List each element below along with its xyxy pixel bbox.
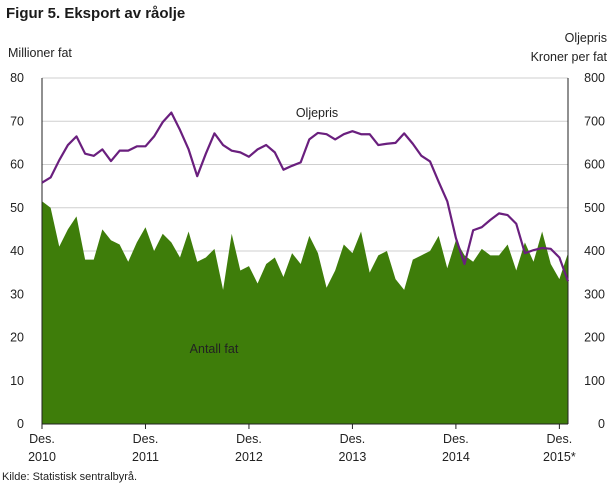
- right-axis-title-line2: Kroner per fat: [530, 50, 607, 64]
- chart-title: Figur 5. Eksport av råolje: [6, 5, 186, 22]
- series-label-oljepris: Oljepris: [296, 106, 338, 120]
- x-tick-label: Des.: [340, 432, 366, 446]
- x-tick-label-year: 2011: [132, 450, 159, 464]
- left-tick-label: 30: [10, 287, 24, 301]
- line-series-oljepris: [41, 111, 570, 282]
- left-tick-label: 50: [10, 201, 24, 215]
- left-axis-title: Millioner fat: [8, 46, 72, 60]
- left-tick-label: 80: [10, 71, 24, 85]
- labels-layer: 0102030405060708001002003004005006007008…: [10, 71, 605, 464]
- right-tick-label: 600: [584, 158, 605, 172]
- x-tick-label-year: 2015*: [543, 450, 576, 464]
- axes-layer: [41, 78, 569, 429]
- right-tick-label: 500: [584, 201, 605, 215]
- line-series-layer: [41, 111, 570, 282]
- left-tick-label: 10: [10, 374, 24, 388]
- x-tick-label: Des.: [236, 432, 262, 446]
- x-tick-label-year: 2010: [28, 450, 56, 464]
- series-label-antall-fat: Antall fat: [190, 342, 239, 356]
- source-note: Kilde: Statistisk sentralbyrå.: [2, 471, 138, 483]
- x-tick-label-year: 2012: [235, 450, 263, 464]
- left-tick-label: 40: [10, 244, 24, 258]
- right-tick-label: 700: [584, 114, 605, 128]
- x-tick-label: Des.: [133, 432, 159, 446]
- left-tick-label: 20: [10, 331, 24, 345]
- x-tick-label-year: 2014: [442, 450, 470, 464]
- x-tick-label-year: 2013: [339, 450, 367, 464]
- left-tick-label: 70: [10, 114, 24, 128]
- right-axis-title: Oljepris Kroner per fat: [531, 29, 607, 67]
- right-tick-label: 0: [598, 417, 605, 431]
- right-tick-label: 100: [584, 374, 605, 388]
- area-series-antall-fat: [42, 201, 568, 424]
- left-tick-label: 0: [17, 417, 24, 431]
- x-tick-label: Des.: [547, 432, 573, 446]
- right-tick-label: 400: [584, 244, 605, 258]
- right-tick-label: 200: [584, 331, 605, 345]
- left-tick-label: 60: [10, 158, 24, 172]
- x-tick-label: Des.: [29, 432, 55, 446]
- right-tick-label: 800: [584, 71, 605, 85]
- x-tick-label: Des.: [443, 432, 469, 446]
- right-axis-title-line1: Oljepris: [564, 31, 607, 45]
- right-tick-label: 300: [584, 287, 605, 301]
- area-series-layer: [42, 201, 568, 424]
